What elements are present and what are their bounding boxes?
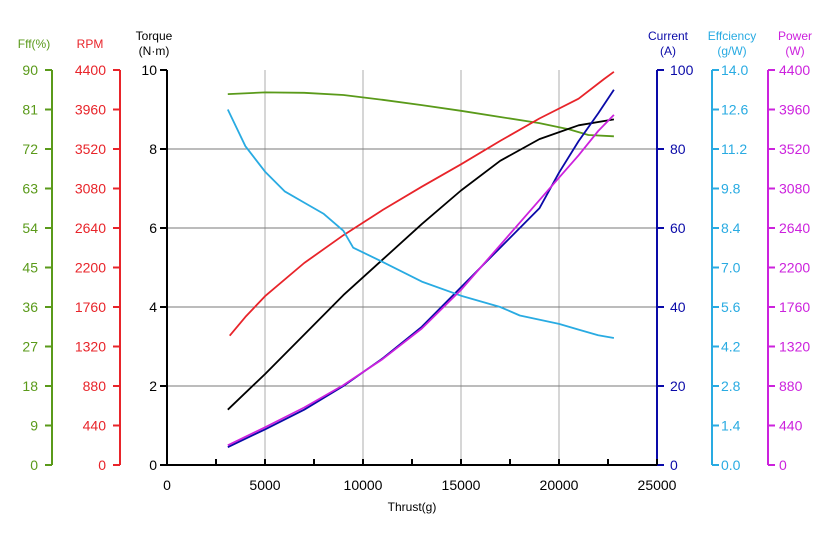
power-tick-label: 4400 (779, 62, 810, 78)
eff_pct-tick-label: 72 (22, 141, 38, 157)
axes: 09182736455463728190Fff(%)04408801320176… (18, 29, 812, 473)
efficiency-tick-label: 8.4 (721, 220, 741, 236)
torque-series-line (227, 118, 615, 411)
current-axis-title: Current (648, 29, 689, 43)
power-tick-label: 1760 (779, 299, 810, 315)
current-tick-label: 20 (670, 378, 686, 394)
efficiency-axis-title: Effciency (708, 29, 756, 43)
current-axis: 0 20 40 60 80 100 Current(A) (648, 29, 694, 473)
power-tick-label: 0 (779, 457, 787, 473)
torque-axis-unit: (N·m) (139, 44, 170, 58)
efficiency-tick-label: 14.0 (721, 62, 748, 78)
torque-tick-label: 0 (149, 457, 157, 473)
current-tick-label: 80 (670, 141, 686, 157)
torque-axis: 0 2 4 6 8 10 Torque(N·m) (136, 29, 173, 473)
torque-tick-label: 10 (141, 62, 157, 78)
x-axis-tick-label: 25000 (638, 477, 677, 493)
eff_pct-tick-label: 81 (22, 102, 38, 118)
current-tick-label: 40 (670, 299, 686, 315)
power-tick-label: 3960 (779, 102, 810, 118)
eff_pct-tick-label: 0 (30, 457, 38, 473)
eff_pct-axis: 0 9 18 27 36 45 54 63 72 81 90 Fff(%) (18, 37, 53, 473)
power-series-line (227, 114, 615, 447)
torque-tick-label: 2 (149, 378, 157, 394)
efficiency-tick-label: 0.0 (721, 457, 741, 473)
rpm-tick-label: 3080 (75, 181, 106, 197)
eff_pct-tick-label: 36 (22, 299, 38, 315)
eff_pct-tick-label: 90 (22, 62, 38, 78)
rpm-tick-label: 2640 (75, 220, 106, 236)
x-axis-tick-label: 0 (163, 477, 171, 493)
rpm-tick-label: 4400 (75, 62, 106, 78)
power-tick-label: 1320 (779, 339, 810, 355)
x-axis-tick-label: 20000 (540, 477, 579, 493)
power-tick-label: 440 (779, 418, 803, 434)
x-axis-tick-label: 15000 (442, 477, 481, 493)
efficiency-tick-label: 11.2 (721, 141, 747, 157)
efficiency-tick-label: 9.8 (721, 181, 741, 197)
eff_pct-axis-title: Fff(%) (18, 37, 50, 51)
rpm-tick-label: 0 (98, 457, 106, 473)
power-tick-label: 3080 (779, 181, 810, 197)
efficiency-tick-label: 4.2 (721, 339, 741, 355)
current-series-line (227, 89, 615, 449)
torque-tick-label: 4 (149, 299, 157, 315)
rpm-tick-label: 440 (83, 418, 107, 434)
current-tick-label: 0 (670, 457, 678, 473)
rpm-series-line (229, 71, 615, 337)
rpm-tick-label: 1320 (75, 339, 106, 355)
grid (167, 70, 657, 465)
rpm-tick-label: 880 (83, 378, 107, 394)
current-tick-label: 100 (670, 62, 694, 78)
efficiency-tick-label: 12.6 (721, 102, 748, 118)
x-axis-title: Thrust(g) (388, 500, 437, 514)
eff_pct-tick-label: 45 (22, 260, 38, 276)
rpm-axis: 0 440 880 1320 1760 2200 2640 3080 3520 3960 4400 R… (75, 37, 121, 473)
torque-tick-label: 6 (149, 220, 157, 236)
power-axis-title: Power (778, 29, 812, 43)
torque-axis-title: Torque (136, 29, 173, 43)
eff_pct-tick-label: 27 (22, 339, 38, 355)
current-axis-unit: (A) (660, 44, 676, 58)
power-tick-label: 3520 (779, 141, 810, 157)
rpm-tick-label: 2200 (75, 260, 106, 276)
eff_pct-tick-label: 63 (22, 181, 38, 197)
rpm-tick-label: 1760 (75, 299, 106, 315)
power-axis: 0 440 880 1320 1760 2200 2640 3080 3520 3960 4400 P… (767, 29, 812, 473)
power-tick-label: 2640 (779, 220, 810, 236)
x-axis: 0 5000 10000 15000 20000 25000 Thrust(g) (163, 459, 677, 514)
efficiency-axis: 0.0 1.4 2.8 4.2 5.6 7.0 8.4 9.8 11.2 12.6 14.0 Effc… (708, 29, 756, 473)
power-axis-unit: (W) (785, 44, 804, 58)
power-tick-label: 880 (779, 378, 803, 394)
current-tick-label: 60 (670, 220, 686, 236)
rpm-tick-label: 3520 (75, 141, 106, 157)
rpm-tick-label: 3960 (75, 102, 106, 118)
eff_pct-tick-label: 54 (22, 220, 38, 236)
torque-tick-label: 8 (149, 141, 157, 157)
efficiency-tick-label: 2.8 (721, 378, 741, 394)
efficiency-tick-label: 1.4 (721, 418, 741, 434)
efficiency-tick-label: 5.6 (721, 299, 741, 315)
series (226, 71, 615, 449)
eff_pct-series-line (227, 91, 614, 138)
efficiency-tick-label: 7.0 (721, 260, 741, 276)
power-tick-label: 2200 (779, 260, 810, 276)
x-axis-tick-label: 10000 (344, 477, 383, 493)
eff_pct-tick-label: 9 (30, 418, 38, 434)
rpm-axis-title: RPM (77, 37, 104, 51)
eff_pct-tick-label: 18 (22, 378, 38, 394)
efficiency-axis-unit: (g/W) (717, 44, 746, 58)
efficiency-series-line (226, 109, 615, 339)
x-axis-tick-label: 5000 (249, 477, 280, 493)
